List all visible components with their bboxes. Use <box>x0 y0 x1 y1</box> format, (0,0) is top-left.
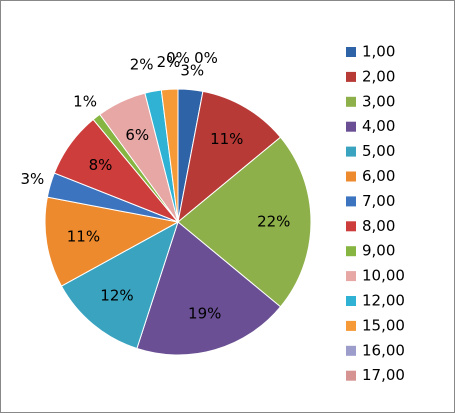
legend-swatch <box>346 345 356 356</box>
data-label: 11% <box>210 130 243 148</box>
legend-swatch <box>346 221 356 232</box>
data-label: 11% <box>67 227 100 245</box>
pie-slice <box>136 221 282 356</box>
data-label: 6% <box>125 126 149 144</box>
legend-swatch <box>346 47 356 57</box>
data-label: 3% <box>21 170 45 188</box>
data-label: 0% <box>166 49 190 67</box>
pie-slice <box>44 196 180 287</box>
legend-label: 12,00 <box>362 292 405 310</box>
data-label: 12% <box>100 286 133 304</box>
legend-label: 10,00 <box>362 267 405 285</box>
legend-swatch <box>346 320 356 331</box>
data-label: 2% <box>130 56 154 74</box>
data-label: 22% <box>257 213 290 231</box>
legend-swatch <box>346 271 356 282</box>
legend-label: 4,00 <box>362 117 395 135</box>
legend-label: 1,00 <box>362 43 395 61</box>
legend-swatch <box>346 296 356 306</box>
legend-label: 9,00 <box>362 242 395 260</box>
legend-swatch <box>346 171 356 182</box>
legend-label: 5,00 <box>362 142 395 160</box>
data-label: 0% <box>194 49 218 67</box>
legend-label: 2,00 <box>362 67 395 85</box>
pie-slice <box>177 90 282 224</box>
legend-swatch <box>346 71 356 82</box>
legend-label: 6,00 <box>362 167 395 185</box>
data-label: 2% <box>157 53 181 71</box>
legend-swatch <box>346 146 356 157</box>
data-label: 3% <box>180 62 204 80</box>
pie-slice <box>177 136 312 308</box>
legend-swatch <box>346 96 356 107</box>
legend-label: 3,00 <box>362 92 395 110</box>
legend-label: 8,00 <box>362 217 395 235</box>
legend-label: 7,00 <box>362 192 395 210</box>
legend-label: 17,00 <box>362 366 405 384</box>
data-label: 1% <box>73 93 97 111</box>
legend-swatch <box>346 370 356 381</box>
legend-swatch <box>346 121 356 132</box>
legend-swatch <box>346 196 356 207</box>
legend-swatch <box>346 246 356 257</box>
pie-slice <box>60 220 179 350</box>
data-label: 19% <box>188 304 221 322</box>
legend-label: 15,00 <box>362 316 405 334</box>
data-label: 8% <box>89 156 113 174</box>
legend-label: 16,00 <box>362 341 405 359</box>
